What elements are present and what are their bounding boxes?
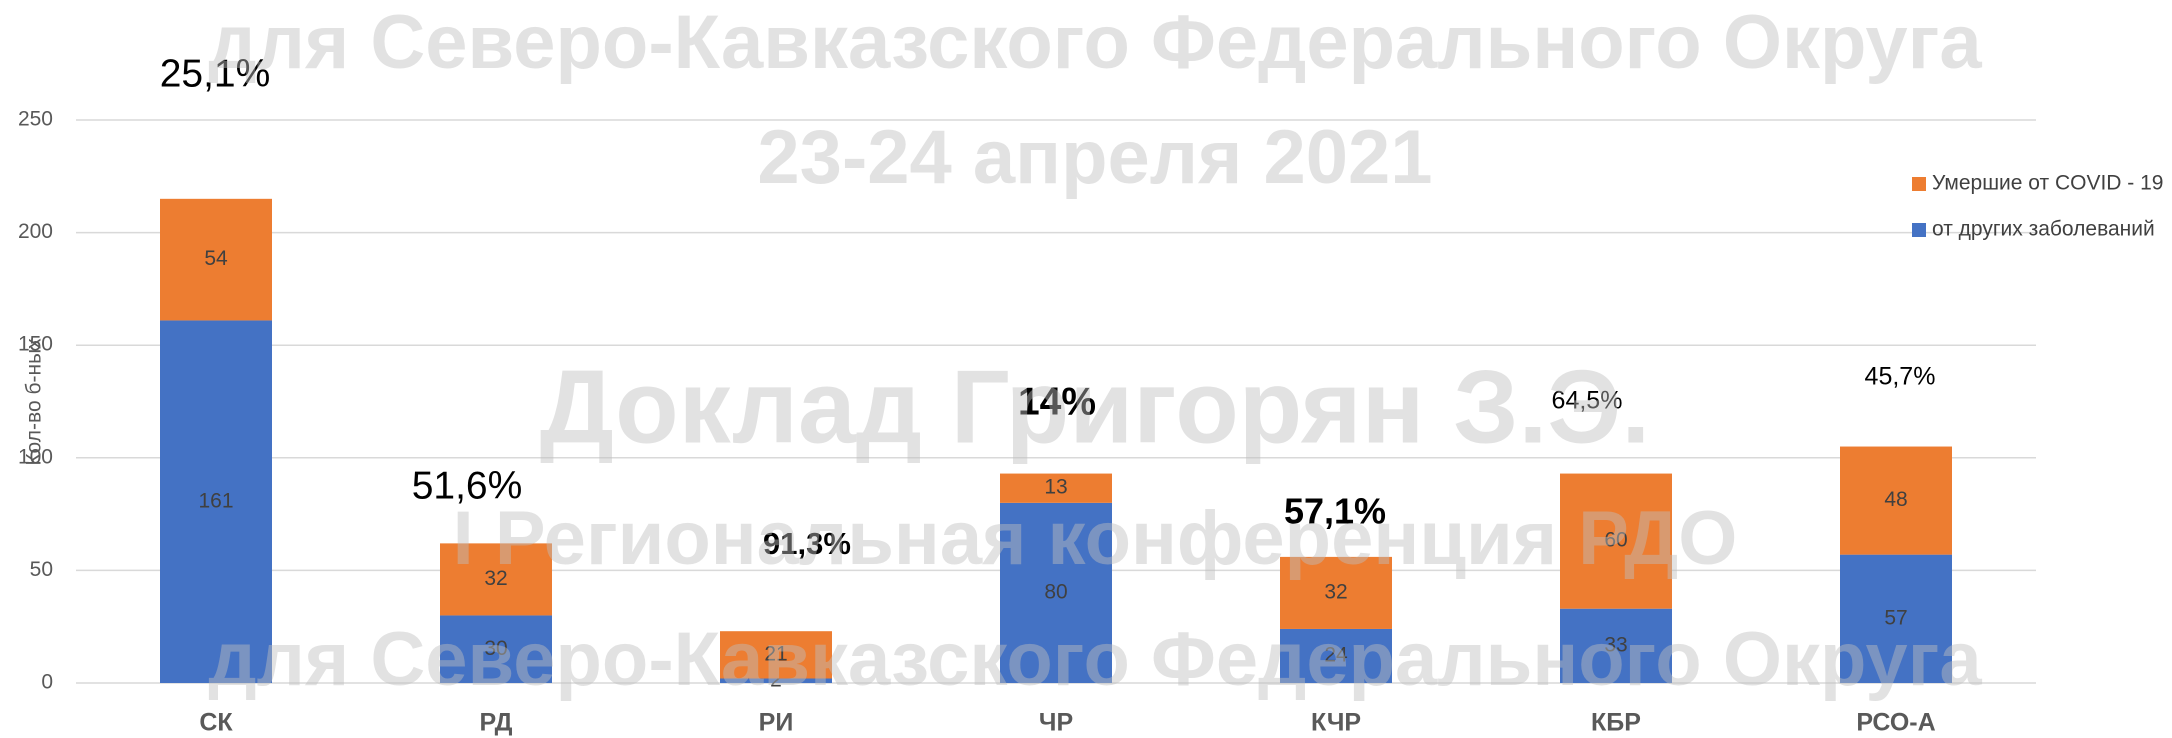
y-tick-label: 100 [18, 445, 53, 468]
data-label: 54 [204, 247, 228, 270]
data-label: 57 [1884, 606, 1907, 629]
data-label: 60 [1604, 529, 1627, 552]
bar-segment [1280, 628, 1392, 683]
data-label: 13 [1044, 476, 1067, 499]
data-label: 33 [1604, 633, 1627, 656]
bar-segment [1000, 473, 1112, 503]
annotation: 57,1% [1284, 491, 1386, 532]
data-label: 2 [770, 668, 782, 691]
y-tick-label: 200 [18, 220, 53, 243]
watermark: 23-24 апреля 2021 [757, 115, 1432, 200]
bar-segment [720, 678, 832, 683]
legend-label: от других заболеваний [1932, 218, 2155, 241]
bar-segment [1840, 446, 1952, 555]
legend-swatch [1912, 223, 1926, 237]
bar-segment [1560, 608, 1672, 683]
watermark: I Региональная конференция РДО [453, 496, 1738, 581]
x-tick-label: КЧР [1311, 709, 1361, 737]
data-label: 161 [198, 489, 233, 512]
annotation: 25,1% [160, 52, 271, 95]
x-tick-label: РСО-А [1856, 709, 1935, 737]
bar-segment [440, 543, 552, 616]
data-label: 32 [484, 567, 507, 590]
legend-swatch [1912, 177, 1926, 191]
y-tick-label: 150 [18, 333, 53, 356]
x-tick-label: ЧР [1039, 709, 1073, 737]
watermark: для Северо-Кавказского Федерального Окру… [208, 0, 1982, 85]
data-label: 21 [764, 642, 787, 665]
bar-segment [160, 320, 272, 683]
bar-segment [160, 198, 272, 321]
bar-segment [1280, 556, 1392, 629]
x-tick-label: СК [199, 709, 233, 737]
x-tick-label: РД [480, 709, 513, 737]
watermark: Доклад Григорян З.Э. [540, 349, 1650, 465]
watermark: для Северо-Кавказского Федерального Окру… [208, 617, 1982, 702]
data-label: 32 [1324, 580, 1347, 603]
legend-label: Умершие от COVID - 19 [1932, 172, 2163, 195]
y-tick-label: 0 [41, 671, 53, 694]
annotation: 51,6% [412, 464, 523, 507]
annotation: 64,5% [1552, 387, 1623, 415]
data-label: 24 [1324, 644, 1348, 667]
annotation: 91,3% [763, 526, 851, 561]
data-label: 80 [1044, 580, 1067, 603]
data-label: 30 [484, 637, 507, 660]
bar-segment [440, 615, 552, 683]
annotation: 14% [1018, 380, 1096, 423]
y-axis-label: Кол-во б-ных [23, 338, 46, 466]
data-label: 48 [1884, 488, 1907, 511]
x-tick-label: РИ [759, 709, 794, 737]
bar-segment [1840, 554, 1952, 683]
y-tick-label: 250 [18, 108, 53, 131]
bar-segment [720, 631, 832, 679]
x-tick-label: КБР [1591, 709, 1641, 737]
y-tick-label: 50 [30, 558, 53, 581]
bar-segment [1560, 473, 1672, 609]
annotation: 45,7% [1865, 363, 1936, 391]
bar-segment [1000, 502, 1112, 683]
